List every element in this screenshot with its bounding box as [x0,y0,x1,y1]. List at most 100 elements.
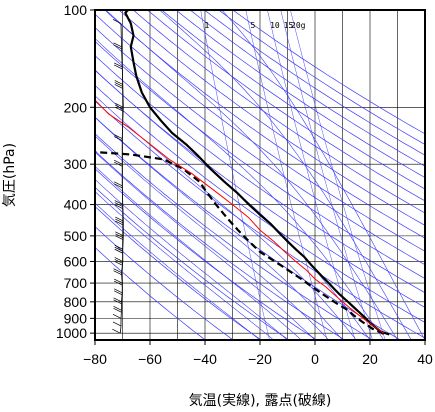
wind-barb [114,200,123,205]
dry-adiabat [95,133,373,340]
dry-adiabat [132,10,425,214]
wind-barb [113,183,123,189]
y-axis-title: 気圧(hPa) [2,143,18,207]
wind-barb [113,280,123,286]
wind-barb [112,321,122,327]
wind-barb [114,248,123,254]
mixing-ratio-label: 10 [270,21,280,30]
wind-barb [113,268,122,274]
temperature-profile [124,10,390,336]
wind-barb [113,278,123,284]
dry-adiabat [95,84,425,323]
wind-barb [112,328,121,334]
moist-adiabat [95,151,316,340]
wind-barb [113,134,123,139]
wind-barb [115,235,124,241]
dry-adiabat [95,226,234,340]
profile-layer [95,10,390,336]
wind-barb [115,216,124,222]
x-tick-label: −60 [138,351,162,367]
dry-adiabat [95,168,317,340]
wind-barb [114,244,123,250]
dry-adiabat [95,186,290,340]
wind-barb [113,161,123,167]
mixing-ratio-label: 20g [291,21,306,30]
dry-adiabat [161,10,425,190]
wind-layer [112,19,124,334]
y-tick-label: 100 [64,2,88,18]
y-tick-label: 400 [64,197,88,213]
dry-adiabat [95,100,425,339]
y-tick-label: 800 [64,294,88,310]
y-tick-label: 700 [64,275,88,291]
wind-barb [115,104,124,110]
wind-barb [113,136,123,141]
wind-barb [114,261,123,266]
x-tick-label: −40 [193,351,217,367]
y-tick-label: 600 [64,253,88,269]
wind-barb [113,288,123,294]
y-tick-label: 500 [64,228,88,244]
moist-adiabat [159,10,412,340]
moist-adiabat [95,38,385,340]
wind-barb [115,102,124,108]
dry-adiabat [95,13,425,252]
wind-barb [115,231,124,237]
dry-adiabat [95,40,425,279]
x-tick-label: 0 [311,351,319,367]
y-tick-label: 1000 [56,325,87,341]
parcel-profile [95,99,385,334]
dry-adiabat [95,246,206,340]
moist-adiabat [95,135,330,340]
dry-adiabat [95,116,401,340]
dry-adiabat [95,69,425,308]
moist-adiabat [105,10,398,340]
mixing-ratio-label: 5 [250,21,255,30]
x-tick-label: 20 [362,351,378,367]
wind-barb [113,306,122,311]
wind-barb [114,202,123,207]
y-tick-label: 200 [64,99,88,115]
wind-barb [113,181,123,187]
moist-adiabat [221,10,425,340]
moist-adiabat [95,116,343,340]
wind-barb [114,84,123,89]
mixing-ratio-label: 1 [205,21,210,30]
wind-barb [115,233,124,239]
dry-adiabat [232,10,425,135]
wind-barb [114,246,123,252]
wind-barb [114,257,123,262]
wind-barb [115,220,124,226]
wind-barb [113,44,122,50]
dry-adiabat [95,55,425,294]
mixing-ratio-line [200,10,270,340]
moist-adiabat [95,179,288,340]
wind-barb [113,297,122,303]
wind-barb [114,259,123,264]
wind-barb [114,204,123,209]
moist-adiabat [95,95,357,340]
x-axis: −80 −60 −40 −20 0 20 40 [83,340,433,367]
y-tick-label: 900 [64,310,88,326]
dry-adiabat [147,10,425,202]
wind-barb [113,42,122,48]
dry-adiabat [175,10,425,178]
adiabat-layer [95,10,425,340]
dry-adiabat [95,206,262,340]
wind-barb [113,270,122,276]
dry-adiabat [95,150,345,340]
dewpoint-profile [95,150,385,335]
wind-barb [114,80,123,85]
wind-barb [113,290,123,296]
mixing-ratio-line [267,10,356,340]
dry-adiabat [118,10,425,226]
dry-adiabat [218,10,425,145]
wind-barb [112,314,122,319]
wind-barb [113,308,122,313]
wind-barb [115,106,124,112]
dry-adiabat [104,10,425,239]
wind-barb [114,82,123,87]
